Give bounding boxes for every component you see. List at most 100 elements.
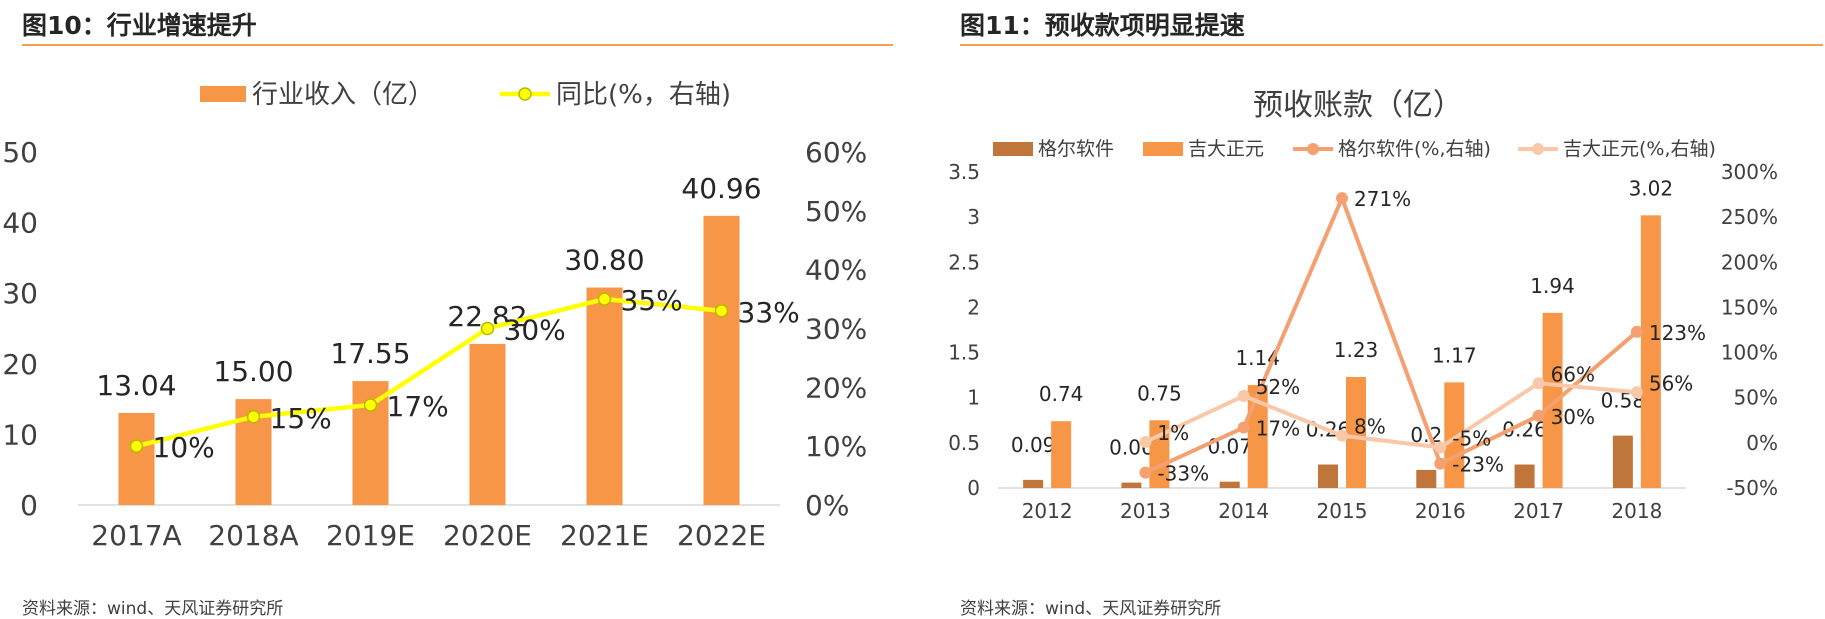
y2-tick-label: 0% bbox=[805, 489, 849, 522]
legend-marker bbox=[518, 87, 532, 101]
industry-revenue-chart: 0 10 20 30 40 50 0% 10% 20% 30% 40% 50% 60% 2017A 2018… bbox=[2, 80, 867, 552]
line-data-label: 17% bbox=[1256, 417, 1300, 441]
y2-tick-label: 50% bbox=[805, 195, 867, 228]
line-data-label: 52% bbox=[1256, 375, 1300, 399]
y-tick-label: 20 bbox=[2, 348, 38, 381]
line-point bbox=[597, 292, 612, 306]
title-rule bbox=[960, 44, 1823, 46]
y2-tick-label: 20% bbox=[805, 371, 867, 404]
bar-data-label: 13.04 bbox=[96, 369, 176, 402]
legend-label: 格尔软件(%,右轴) bbox=[1338, 138, 1491, 160]
bar bbox=[118, 412, 155, 505]
line-point bbox=[714, 304, 729, 318]
y2-tick-label: -50% bbox=[1726, 476, 1778, 500]
bar-data-label: 0.07 bbox=[1207, 435, 1252, 459]
bar-data-label: 1.23 bbox=[1334, 338, 1379, 362]
line-point bbox=[1434, 441, 1447, 454]
y-tick-label: 0.5 bbox=[948, 431, 980, 455]
line-data-label: 30% bbox=[504, 314, 566, 347]
line-point bbox=[1336, 429, 1348, 442]
y2-tick-label: 30% bbox=[805, 313, 867, 346]
legend-label: 行业收入（亿） bbox=[252, 80, 434, 110]
line-point bbox=[1630, 386, 1643, 399]
line-data-label: 66% bbox=[1551, 362, 1595, 386]
line-data-label: 271% bbox=[1354, 187, 1411, 211]
bar bbox=[1542, 312, 1563, 488]
line-point bbox=[1630, 325, 1643, 338]
line-point bbox=[1336, 192, 1348, 205]
y2-tick-label: 300% bbox=[1721, 160, 1778, 184]
x-tick-label: 2013 bbox=[1120, 499, 1171, 523]
y-tick-label: 1 bbox=[967, 386, 980, 410]
title-rule bbox=[22, 44, 893, 46]
chart-title: 预收账款（亿） bbox=[1253, 88, 1463, 123]
legend-swatch-bar bbox=[200, 86, 246, 102]
bar bbox=[1023, 479, 1044, 488]
x-tick-label: 2019E bbox=[326, 519, 415, 552]
x-tick-label: 2018 bbox=[1611, 499, 1662, 523]
legend-marker bbox=[1532, 143, 1544, 155]
line-data-label: 56% bbox=[1649, 371, 1693, 395]
x-tick-label: 2017A bbox=[91, 519, 181, 552]
y2-tick-label: 50% bbox=[1734, 386, 1778, 410]
line-data-label: -23% bbox=[1452, 453, 1504, 477]
line-data-label: 17% bbox=[387, 390, 449, 423]
line-point bbox=[1532, 377, 1545, 390]
legend-swatch-bar bbox=[1143, 142, 1183, 156]
y2-tick-label: 60% bbox=[805, 136, 867, 169]
y-tick-label: 0 bbox=[20, 489, 38, 522]
advance-receipts-chart: 预收账款（亿） 0 0.5 1 1.5 2 2.5 3 3.5 -50% 0% 50% 100% 150%… bbox=[948, 88, 1778, 523]
bar bbox=[703, 215, 740, 506]
bar bbox=[1444, 382, 1465, 488]
chart-panel-advance-receipts: 图11：预收款项明显提速 预收账款（亿） 0 0.5 1 1.5 2 2.5 3 3.5 -50%… bbox=[938, 0, 1825, 619]
x-tick-label: 2021E bbox=[560, 519, 649, 552]
line-data-label: 35% bbox=[621, 284, 683, 317]
line-point bbox=[1237, 421, 1250, 434]
bar bbox=[1640, 215, 1661, 488]
bar-data-label: 0.75 bbox=[1137, 381, 1182, 405]
line-point bbox=[1139, 466, 1152, 479]
bar bbox=[1612, 435, 1633, 488]
legend-label: 格尔软件 bbox=[1038, 138, 1114, 160]
y-tick-label: 30 bbox=[2, 277, 38, 310]
y2-tick-label: 0% bbox=[1746, 431, 1778, 455]
x-tick-label: 2018A bbox=[208, 519, 298, 552]
bar bbox=[586, 287, 623, 505]
bar-data-label: 40.96 bbox=[681, 172, 761, 205]
y2-tick-label: 40% bbox=[805, 254, 867, 287]
y-tick-label: 3 bbox=[967, 205, 980, 229]
y-tick-label: 1.5 bbox=[948, 341, 980, 365]
figure-title: 图10：行业增速提升 bbox=[22, 11, 257, 40]
line-data-label: 8% bbox=[1354, 415, 1386, 439]
bar-data-label: 0.09 bbox=[1011, 433, 1056, 457]
y2-tick-label: 200% bbox=[1721, 250, 1778, 274]
legend-marker bbox=[1307, 143, 1319, 155]
line-data-label: 33% bbox=[738, 296, 800, 329]
line-point bbox=[1532, 409, 1545, 422]
bar bbox=[1318, 464, 1338, 488]
bar-data-label: 3.02 bbox=[1629, 176, 1674, 200]
line-data-label: 123% bbox=[1649, 321, 1706, 345]
y-tick-label: 2.5 bbox=[948, 250, 980, 274]
chart-panel-industry-growth: 图10：行业增速提升 0 10 20 30 40 50 0% 10% 20% 30% 40% 50% 6… bbox=[0, 0, 895, 619]
bar bbox=[1219, 481, 1240, 488]
y-tick-label: 3.5 bbox=[948, 160, 980, 184]
y-tick-label: 0 bbox=[967, 476, 980, 500]
y-tick-label: 10 bbox=[2, 418, 38, 451]
line-data-label: -5% bbox=[1452, 426, 1491, 450]
line-point bbox=[129, 439, 144, 453]
bar-data-label: 0.74 bbox=[1039, 382, 1084, 406]
x-tick-label: 2015 bbox=[1317, 499, 1368, 523]
series-line bbox=[135, 296, 722, 449]
line-point bbox=[480, 321, 495, 336]
legend-label: 吉大正元 bbox=[1188, 138, 1264, 160]
y-tick-label: 2 bbox=[967, 295, 980, 319]
bar bbox=[1514, 464, 1535, 488]
line-data-label: 30% bbox=[1551, 405, 1595, 429]
legend-swatch-bar bbox=[993, 142, 1033, 156]
x-tick-label: 2012 bbox=[1022, 499, 1073, 523]
bar bbox=[1346, 376, 1366, 488]
bar-data-label: 15.00 bbox=[213, 355, 293, 388]
series-line bbox=[1144, 192, 1639, 475]
source-note: 资料来源：wind、天风证券研究所 bbox=[960, 599, 1222, 619]
